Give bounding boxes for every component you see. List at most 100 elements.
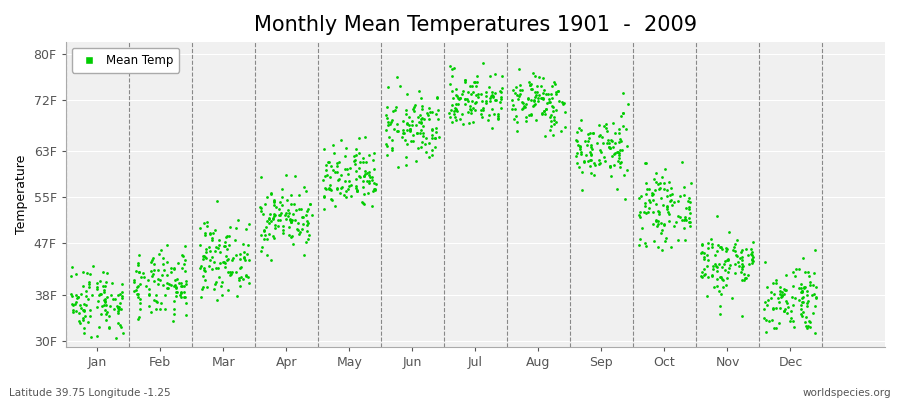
Point bbox=[296, 252, 310, 258]
Point bbox=[760, 302, 774, 308]
Point bbox=[487, 71, 501, 78]
Point bbox=[273, 217, 287, 223]
Point bbox=[300, 208, 314, 214]
Point bbox=[93, 291, 107, 298]
Point bbox=[485, 92, 500, 99]
Point bbox=[801, 323, 815, 330]
Point bbox=[539, 100, 554, 106]
Point bbox=[677, 192, 691, 199]
Point bbox=[292, 192, 306, 198]
Point bbox=[482, 84, 497, 90]
Point bbox=[698, 272, 712, 278]
Point bbox=[521, 95, 535, 102]
Point bbox=[422, 116, 436, 122]
Point bbox=[127, 279, 141, 285]
Point bbox=[774, 289, 788, 295]
Point bbox=[467, 79, 482, 85]
Point bbox=[697, 253, 711, 260]
Point bbox=[89, 333, 104, 339]
Point bbox=[719, 245, 733, 252]
Point bbox=[613, 147, 627, 153]
Point bbox=[207, 281, 221, 287]
Point bbox=[458, 79, 473, 85]
Point bbox=[150, 267, 165, 273]
Point bbox=[77, 325, 92, 331]
Point bbox=[104, 303, 118, 310]
Point bbox=[736, 277, 751, 284]
Point bbox=[600, 136, 615, 143]
Point bbox=[655, 247, 670, 254]
Point bbox=[131, 291, 146, 298]
Point bbox=[398, 137, 412, 144]
Point bbox=[775, 292, 789, 298]
Point bbox=[505, 106, 519, 112]
Point bbox=[797, 284, 812, 290]
Point bbox=[493, 99, 508, 106]
Point bbox=[339, 165, 354, 172]
Point bbox=[238, 257, 252, 263]
Point bbox=[508, 90, 522, 96]
Point bbox=[737, 271, 751, 278]
Point bbox=[599, 128, 614, 134]
Point bbox=[177, 257, 192, 263]
Point bbox=[380, 104, 394, 110]
Point bbox=[214, 279, 229, 285]
Point bbox=[221, 256, 236, 263]
Point bbox=[646, 209, 661, 215]
Point bbox=[597, 154, 611, 160]
Point bbox=[99, 279, 113, 286]
Point bbox=[713, 274, 727, 280]
Point bbox=[706, 272, 720, 278]
Point bbox=[129, 287, 143, 293]
Point bbox=[602, 144, 616, 150]
Point bbox=[428, 134, 442, 141]
Point bbox=[774, 294, 788, 300]
Point bbox=[695, 274, 709, 280]
Point bbox=[327, 150, 341, 157]
Point bbox=[797, 283, 812, 290]
Point bbox=[613, 159, 627, 166]
Point bbox=[218, 243, 232, 250]
Point bbox=[196, 256, 211, 262]
Point bbox=[494, 105, 508, 111]
Point bbox=[170, 260, 184, 266]
Point bbox=[455, 121, 470, 127]
Point bbox=[68, 308, 83, 314]
Point bbox=[279, 210, 293, 216]
Point bbox=[665, 190, 680, 197]
Point bbox=[525, 86, 539, 92]
Point bbox=[225, 268, 239, 275]
Point bbox=[570, 128, 584, 135]
Point bbox=[762, 318, 777, 325]
Point bbox=[268, 225, 283, 232]
Point bbox=[506, 101, 520, 108]
Point bbox=[757, 315, 771, 321]
Point bbox=[569, 137, 583, 143]
Point bbox=[492, 87, 507, 94]
Point bbox=[599, 121, 614, 127]
Point bbox=[667, 223, 681, 230]
Point bbox=[454, 91, 469, 97]
Point bbox=[465, 88, 480, 95]
Point bbox=[284, 217, 299, 224]
Point bbox=[290, 226, 304, 232]
Point bbox=[264, 190, 278, 196]
Point bbox=[444, 107, 458, 114]
Point bbox=[464, 107, 478, 114]
Point bbox=[582, 163, 597, 169]
Point bbox=[649, 179, 663, 186]
Point bbox=[139, 282, 153, 289]
Point bbox=[491, 110, 505, 117]
Point bbox=[453, 116, 467, 122]
Point bbox=[143, 258, 157, 265]
Point bbox=[147, 260, 161, 267]
Point bbox=[281, 213, 295, 219]
Point bbox=[546, 104, 561, 110]
Point bbox=[116, 330, 130, 336]
Point bbox=[160, 285, 175, 292]
Point bbox=[177, 283, 192, 290]
Point bbox=[356, 184, 370, 191]
Point bbox=[338, 178, 353, 184]
Point bbox=[633, 213, 647, 220]
Point bbox=[741, 252, 755, 258]
